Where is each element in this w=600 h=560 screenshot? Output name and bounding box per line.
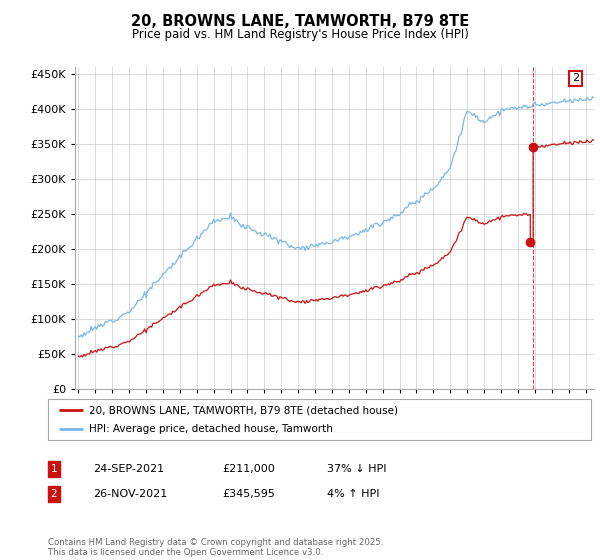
Text: 20, BROWNS LANE, TAMWORTH, B79 8TE (detached house): 20, BROWNS LANE, TAMWORTH, B79 8TE (deta… <box>89 405 398 415</box>
Text: 37% ↓ HPI: 37% ↓ HPI <box>327 464 386 474</box>
Text: Price paid vs. HM Land Registry's House Price Index (HPI): Price paid vs. HM Land Registry's House … <box>131 28 469 41</box>
Text: £211,000: £211,000 <box>222 464 275 474</box>
Text: 24-SEP-2021: 24-SEP-2021 <box>93 464 164 474</box>
Text: 1: 1 <box>50 464 58 474</box>
Text: HPI: Average price, detached house, Tamworth: HPI: Average price, detached house, Tamw… <box>89 424 332 433</box>
Text: £345,595: £345,595 <box>222 489 275 499</box>
Text: 2: 2 <box>50 489 58 499</box>
Text: 20, BROWNS LANE, TAMWORTH, B79 8TE: 20, BROWNS LANE, TAMWORTH, B79 8TE <box>131 14 469 29</box>
Text: 4% ↑ HPI: 4% ↑ HPI <box>327 489 380 499</box>
Text: 26-NOV-2021: 26-NOV-2021 <box>93 489 167 499</box>
Text: Contains HM Land Registry data © Crown copyright and database right 2025.
This d: Contains HM Land Registry data © Crown c… <box>48 538 383 557</box>
Text: 2: 2 <box>572 73 580 83</box>
